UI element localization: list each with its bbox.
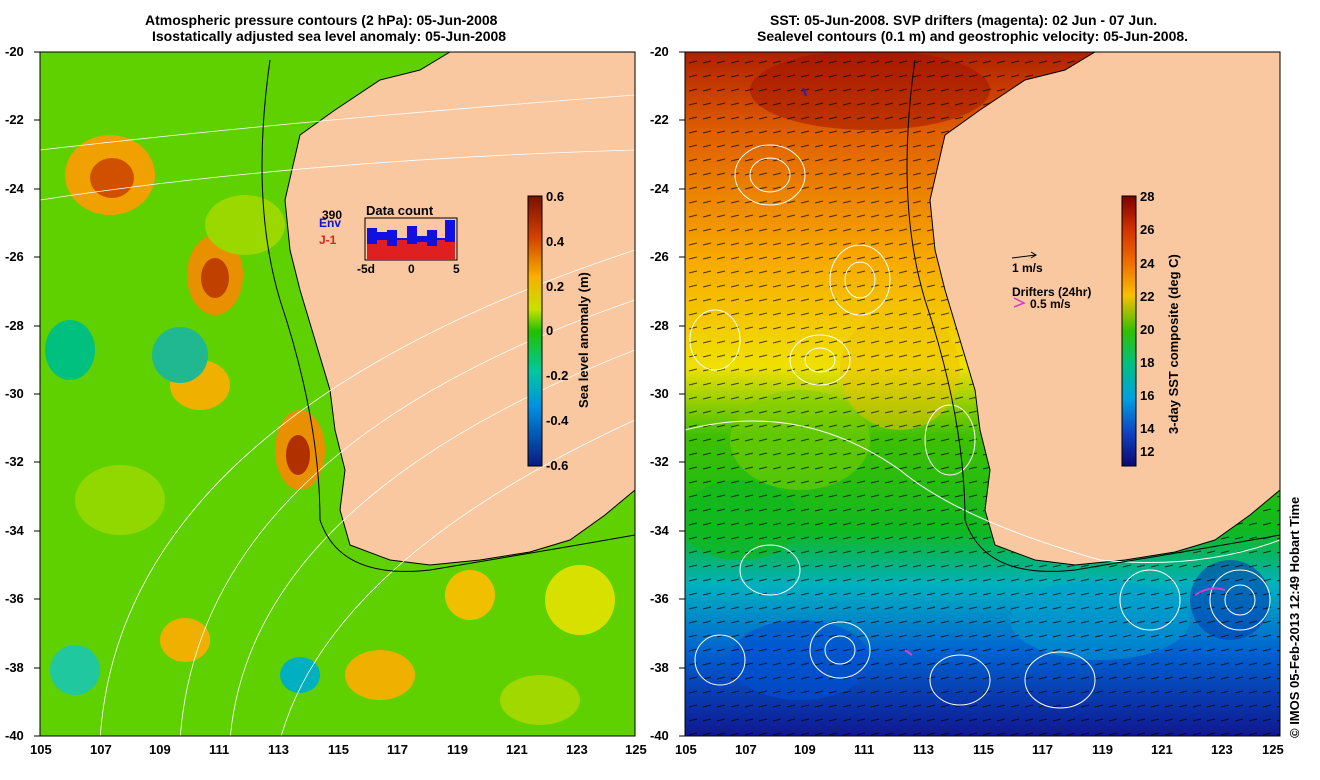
- left-map: [40, 52, 635, 736]
- left-y-tick: -32: [5, 454, 24, 469]
- right-y-tick: -36: [650, 591, 669, 606]
- right-y-tick: -38: [650, 660, 669, 675]
- data-count-inset: [364, 217, 458, 261]
- left-colorbar-label: Sea level anomaly (m): [576, 272, 591, 408]
- right-cbar-tick: 22: [1140, 289, 1155, 304]
- right-map: [685, 52, 1280, 736]
- left-y-tick: -40: [5, 728, 24, 743]
- right-colorbar-label: 3-day SST composite (deg C): [1166, 254, 1181, 434]
- right-x-tick: 107: [735, 742, 757, 757]
- inset-tick: 5: [453, 262, 460, 276]
- left-cbar-tick: -0.6: [546, 458, 569, 473]
- left-y-tick: -30: [5, 386, 24, 401]
- right-cbar-tick: 24: [1140, 256, 1155, 271]
- right-y-tick: -40: [650, 728, 669, 743]
- left-y-tick: -22: [5, 112, 24, 127]
- right-x-tick: 125: [1262, 742, 1284, 757]
- right-x-tick: 115: [973, 742, 994, 757]
- right-x-tick: 109: [794, 742, 816, 757]
- velocity-legend-arrow: [1011, 254, 1037, 259]
- right-x-tick: 117: [1032, 742, 1053, 757]
- right-y-tick: -22: [650, 112, 669, 127]
- inset-jason-label: J-1: [319, 233, 337, 247]
- right-y-tick: -20: [650, 44, 669, 59]
- right-cbar-tick: 12: [1140, 444, 1155, 459]
- left-y-tick: -38: [5, 660, 24, 675]
- left-y-tick: -26: [5, 249, 24, 264]
- left-y-tick: -28: [5, 318, 24, 333]
- right-cbar-tick: 14: [1140, 421, 1155, 436]
- right-colorbar: [1121, 195, 1137, 467]
- velocity-legend-arrowhead: [1030, 251, 1037, 259]
- right-cbar-tick: 28: [1140, 189, 1155, 204]
- left-cbar-tick: 0: [546, 323, 554, 338]
- left-axis-ticks: [34, 51, 40, 737]
- inset-tick: 0: [408, 262, 415, 276]
- left-y-tick: -20: [5, 44, 24, 59]
- left-x-tick: 121: [506, 742, 528, 757]
- right-x-tick: 111: [854, 742, 875, 757]
- left-title-line2: Isostatically adjusted sea level anomaly…: [152, 28, 507, 44]
- right-x-tick: 123: [1211, 742, 1233, 757]
- right-title-line2: Sealevel contours (0.1 m) and geostrophi…: [757, 28, 1189, 44]
- left-x-tick: 125: [625, 742, 647, 757]
- right-x-tick: 113: [913, 742, 934, 757]
- left-x-tick: 111: [209, 742, 230, 757]
- right-x-tick: 105: [675, 742, 697, 757]
- right-axis-ticks: [679, 51, 685, 737]
- left-x-tick: 107: [90, 742, 112, 757]
- left-cbar-tick: 0.2: [546, 279, 565, 294]
- left-colorbar: [527, 195, 543, 467]
- left-x-tick: 123: [566, 742, 588, 757]
- left-y-tick: -34: [5, 523, 24, 538]
- left-x-tick: 117: [387, 742, 408, 757]
- credit-text: © IMOS 05-Feb-2013 12:49 Hobart Time: [1287, 496, 1302, 738]
- velocity-legend-label: 1 m/s: [1012, 261, 1043, 275]
- drifter-legend-arrow: [1013, 297, 1026, 308]
- left-x-tick: 109: [149, 742, 171, 757]
- right-y-tick: -34: [650, 523, 669, 538]
- right-cbar-tick: 20: [1140, 322, 1155, 337]
- right-cbar-tick: 26: [1140, 222, 1155, 237]
- right-y-tick: -26: [650, 249, 669, 264]
- right-cbar-tick: 16: [1140, 388, 1155, 403]
- left-cbar-tick: -0.2: [546, 368, 569, 383]
- left-cbar-tick: 0.6: [546, 189, 565, 204]
- left-title-line1: Atmospheric pressure contours (2 hPa): 0…: [145, 12, 498, 28]
- left-x-tick: 113: [268, 742, 289, 757]
- drifter-legend-scale: 0.5 m/s: [1030, 297, 1071, 311]
- left-cbar-tick: -0.4: [546, 413, 569, 428]
- right-x-tick: 121: [1151, 742, 1173, 757]
- right-x-tick: 119: [1092, 742, 1113, 757]
- inset-count: 390: [322, 208, 343, 222]
- right-y-tick: -24: [650, 181, 669, 196]
- inset-title: Data count: [366, 203, 434, 218]
- drifter-legend-title: Drifters (24hr): [1012, 285, 1092, 299]
- left-y-tick: -24: [5, 181, 24, 196]
- left-x-tick: 119: [447, 742, 468, 757]
- right-y-tick: -32: [650, 454, 669, 469]
- right-cbar-tick: 18: [1140, 355, 1155, 370]
- right-y-tick: -28: [650, 318, 669, 333]
- inset-tick: -5d: [357, 262, 375, 276]
- left-x-tick: 115: [328, 742, 349, 757]
- right-y-tick: -30: [650, 386, 669, 401]
- left-cbar-tick: 0.4: [546, 234, 565, 249]
- left-y-tick: -36: [5, 591, 24, 606]
- left-x-tick: 105: [30, 742, 52, 757]
- right-title-line1: SST: 05-Jun-2008. SVP drifters (magenta)…: [770, 12, 1158, 28]
- inset-envisat-label: Env: [319, 216, 342, 230]
